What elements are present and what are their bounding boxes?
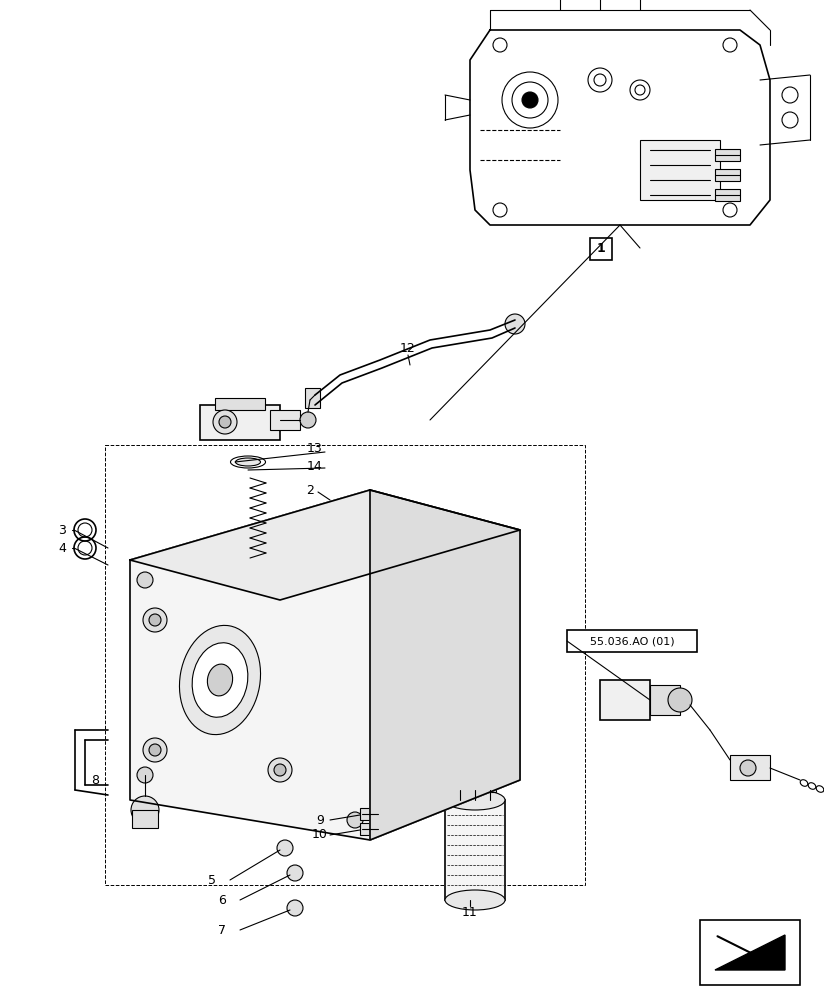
- Circle shape: [219, 416, 231, 428]
- Circle shape: [425, 695, 435, 705]
- Circle shape: [137, 572, 153, 588]
- Circle shape: [782, 112, 798, 128]
- Text: 2: 2: [306, 484, 314, 496]
- Circle shape: [149, 744, 161, 756]
- Circle shape: [630, 80, 650, 100]
- Circle shape: [588, 68, 612, 92]
- Polygon shape: [130, 490, 520, 600]
- Circle shape: [420, 550, 440, 570]
- Ellipse shape: [180, 625, 260, 735]
- Circle shape: [485, 575, 495, 585]
- Text: 55.036.AO (01): 55.036.AO (01): [590, 636, 674, 646]
- Circle shape: [594, 74, 606, 86]
- Circle shape: [277, 840, 293, 856]
- Circle shape: [502, 72, 558, 128]
- Text: 12: 12: [400, 342, 416, 355]
- Circle shape: [723, 38, 737, 52]
- Bar: [484, 780, 496, 792]
- Circle shape: [425, 635, 435, 645]
- Circle shape: [480, 710, 500, 730]
- Bar: [715, 149, 740, 161]
- Bar: [360, 823, 380, 835]
- Ellipse shape: [208, 664, 232, 696]
- Text: 11: 11: [462, 906, 478, 918]
- Bar: [360, 808, 380, 820]
- Circle shape: [522, 92, 538, 108]
- Circle shape: [480, 570, 500, 590]
- Bar: [600, 680, 650, 720]
- Circle shape: [782, 87, 798, 103]
- Polygon shape: [130, 490, 520, 840]
- Circle shape: [287, 900, 303, 916]
- Text: 6: 6: [218, 894, 226, 906]
- Bar: [650, 685, 680, 715]
- Text: 8: 8: [91, 774, 99, 786]
- Text: 10: 10: [312, 828, 328, 842]
- Circle shape: [485, 715, 495, 725]
- Ellipse shape: [433, 747, 467, 773]
- Ellipse shape: [800, 780, 808, 786]
- Circle shape: [274, 764, 286, 776]
- Bar: [567, 630, 697, 652]
- Circle shape: [131, 796, 159, 824]
- Ellipse shape: [445, 890, 505, 910]
- Circle shape: [213, 410, 237, 434]
- Polygon shape: [370, 490, 520, 840]
- Bar: [132, 810, 158, 828]
- Text: 3: 3: [58, 524, 66, 536]
- Text: 13: 13: [307, 442, 323, 454]
- Bar: [270, 410, 300, 430]
- Circle shape: [740, 760, 756, 776]
- Text: 5: 5: [208, 874, 216, 886]
- Ellipse shape: [231, 456, 265, 468]
- Bar: [700, 920, 800, 985]
- Circle shape: [143, 608, 167, 632]
- Bar: [215, 398, 265, 410]
- Circle shape: [420, 630, 440, 650]
- Circle shape: [505, 314, 525, 334]
- Bar: [730, 755, 770, 780]
- Ellipse shape: [420, 739, 480, 781]
- Bar: [469, 780, 481, 792]
- Circle shape: [723, 203, 737, 217]
- Text: 7: 7: [218, 924, 226, 936]
- Bar: [715, 169, 740, 181]
- Circle shape: [512, 82, 548, 118]
- Ellipse shape: [808, 783, 816, 789]
- Circle shape: [635, 85, 645, 95]
- Bar: [715, 189, 740, 201]
- Circle shape: [420, 690, 440, 710]
- Circle shape: [137, 767, 153, 783]
- Bar: [200, 405, 280, 440]
- Circle shape: [300, 412, 316, 428]
- Bar: [105, 445, 585, 885]
- Circle shape: [668, 688, 692, 712]
- Ellipse shape: [236, 458, 260, 466]
- Circle shape: [485, 655, 495, 665]
- Polygon shape: [715, 935, 785, 970]
- Bar: [640, 140, 720, 200]
- Circle shape: [143, 738, 167, 762]
- Circle shape: [268, 758, 292, 782]
- Ellipse shape: [817, 786, 824, 792]
- Circle shape: [425, 555, 435, 565]
- Bar: [445, 800, 505, 900]
- Text: 9: 9: [316, 814, 324, 826]
- Bar: [305, 388, 320, 408]
- Text: 4: 4: [58, 542, 66, 554]
- Bar: [590, 238, 612, 260]
- Ellipse shape: [192, 643, 248, 717]
- Bar: [454, 780, 466, 792]
- Ellipse shape: [445, 790, 505, 810]
- Circle shape: [149, 614, 161, 626]
- Circle shape: [347, 812, 363, 828]
- Circle shape: [480, 650, 500, 670]
- Text: 14: 14: [307, 460, 323, 473]
- Circle shape: [493, 203, 507, 217]
- Circle shape: [287, 865, 303, 881]
- Text: 1: 1: [597, 242, 606, 255]
- Circle shape: [352, 502, 368, 518]
- Circle shape: [493, 38, 507, 52]
